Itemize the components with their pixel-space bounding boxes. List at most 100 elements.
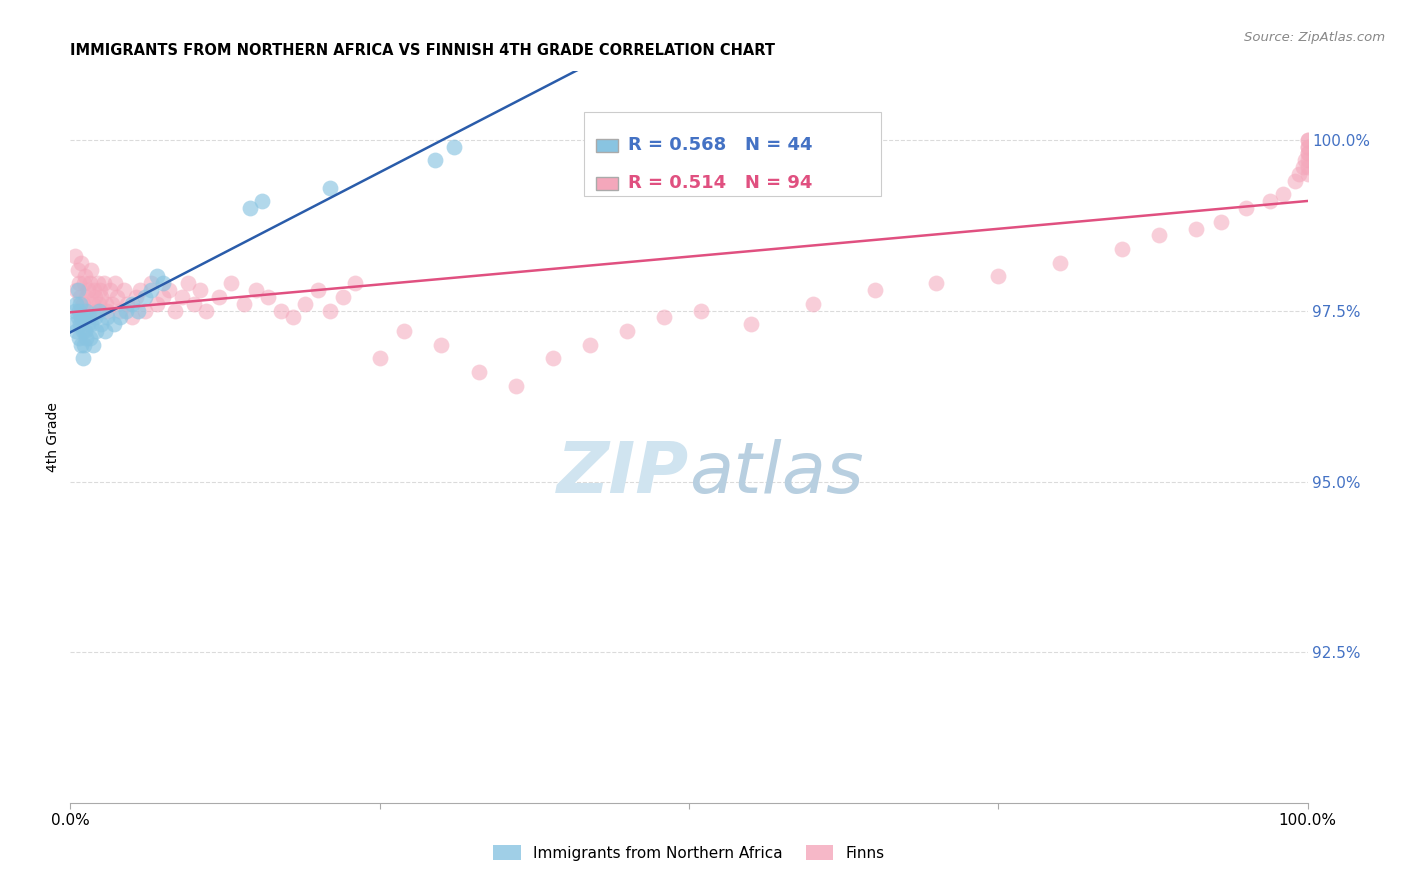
Point — [112, 283, 135, 297]
Point — [105, 290, 128, 304]
Point — [66, 283, 89, 297]
Point — [89, 283, 111, 297]
Point — [69, 290, 91, 304]
Point — [82, 297, 104, 311]
Point — [188, 283, 211, 297]
Point — [87, 297, 110, 311]
Point — [152, 277, 174, 291]
Point — [84, 290, 107, 304]
Point — [1288, 167, 1310, 181]
Point — [652, 310, 675, 325]
Point — [65, 297, 87, 311]
Point — [75, 269, 97, 284]
Point — [157, 283, 180, 297]
Point — [87, 303, 110, 318]
Text: IMMIGRANTS FROM NORTHERN AFRICA VS FINNISH 4TH GRADE CORRELATION CHART: IMMIGRANTS FROM NORTHERN AFRICA VS FINNI… — [70, 43, 775, 58]
Point — [394, 324, 416, 338]
Point — [1185, 221, 1208, 235]
Point — [94, 324, 117, 338]
Point — [170, 290, 193, 304]
Point — [987, 269, 1010, 284]
Point — [125, 290, 148, 304]
Text: R = 0.514   N = 94: R = 0.514 N = 94 — [628, 174, 813, 192]
Point — [1294, 153, 1316, 168]
Text: ZIP: ZIP — [557, 439, 689, 508]
FancyBboxPatch shape — [583, 112, 880, 195]
Point — [65, 249, 87, 263]
Point — [77, 303, 100, 318]
Point — [67, 303, 90, 318]
Point — [1234, 201, 1257, 215]
Point — [183, 297, 205, 311]
Point — [146, 269, 169, 284]
Point — [250, 194, 273, 209]
Point — [96, 310, 118, 325]
Point — [84, 310, 107, 325]
Point — [134, 303, 156, 318]
Point — [115, 303, 138, 318]
Point — [69, 297, 91, 311]
Bar — [596, 177, 619, 190]
Point — [101, 297, 124, 311]
Point — [67, 277, 90, 291]
Point — [579, 338, 602, 352]
Point — [1284, 174, 1306, 188]
Point — [443, 139, 465, 153]
Point — [65, 303, 87, 318]
Point — [505, 379, 527, 393]
Point — [69, 318, 91, 332]
Point — [740, 318, 762, 332]
Point — [70, 310, 93, 325]
Point — [1111, 242, 1133, 256]
Point — [146, 297, 169, 311]
Legend: Immigrants from Northern Africa, Finns: Immigrants from Northern Africa, Finns — [485, 837, 893, 868]
Point — [104, 277, 127, 291]
Point — [541, 351, 564, 366]
Point — [1147, 228, 1170, 243]
Point — [1296, 153, 1319, 168]
Point — [103, 318, 125, 332]
Point — [368, 351, 391, 366]
Point — [77, 310, 100, 325]
Point — [72, 297, 94, 311]
Point — [72, 324, 94, 338]
Point — [1271, 187, 1294, 202]
Point — [1260, 194, 1282, 209]
Point — [90, 318, 112, 332]
Point — [1296, 133, 1319, 147]
Point — [80, 262, 103, 277]
Point — [1049, 256, 1071, 270]
Point — [70, 256, 93, 270]
Point — [128, 283, 150, 297]
Point — [79, 277, 101, 291]
Point — [177, 277, 200, 291]
Point — [121, 310, 143, 325]
Point — [98, 283, 121, 297]
Point — [82, 338, 104, 352]
Point — [257, 290, 280, 304]
Point — [80, 318, 103, 332]
Point — [165, 303, 187, 318]
Point — [127, 303, 149, 318]
Point — [76, 318, 98, 332]
Point — [67, 331, 90, 345]
Point — [84, 303, 107, 318]
Point — [75, 324, 97, 338]
Point — [73, 277, 96, 291]
Point — [294, 297, 316, 311]
Point — [195, 303, 218, 318]
Point — [801, 297, 824, 311]
Point — [1296, 160, 1319, 174]
Point — [239, 201, 262, 215]
Point — [1296, 139, 1319, 153]
Point — [152, 290, 174, 304]
Point — [332, 290, 354, 304]
Point — [208, 290, 231, 304]
Point — [66, 262, 89, 277]
Point — [690, 303, 713, 318]
Point — [96, 303, 118, 318]
Point — [307, 283, 329, 297]
Point — [232, 297, 254, 311]
Point — [73, 338, 96, 352]
Point — [121, 297, 143, 311]
